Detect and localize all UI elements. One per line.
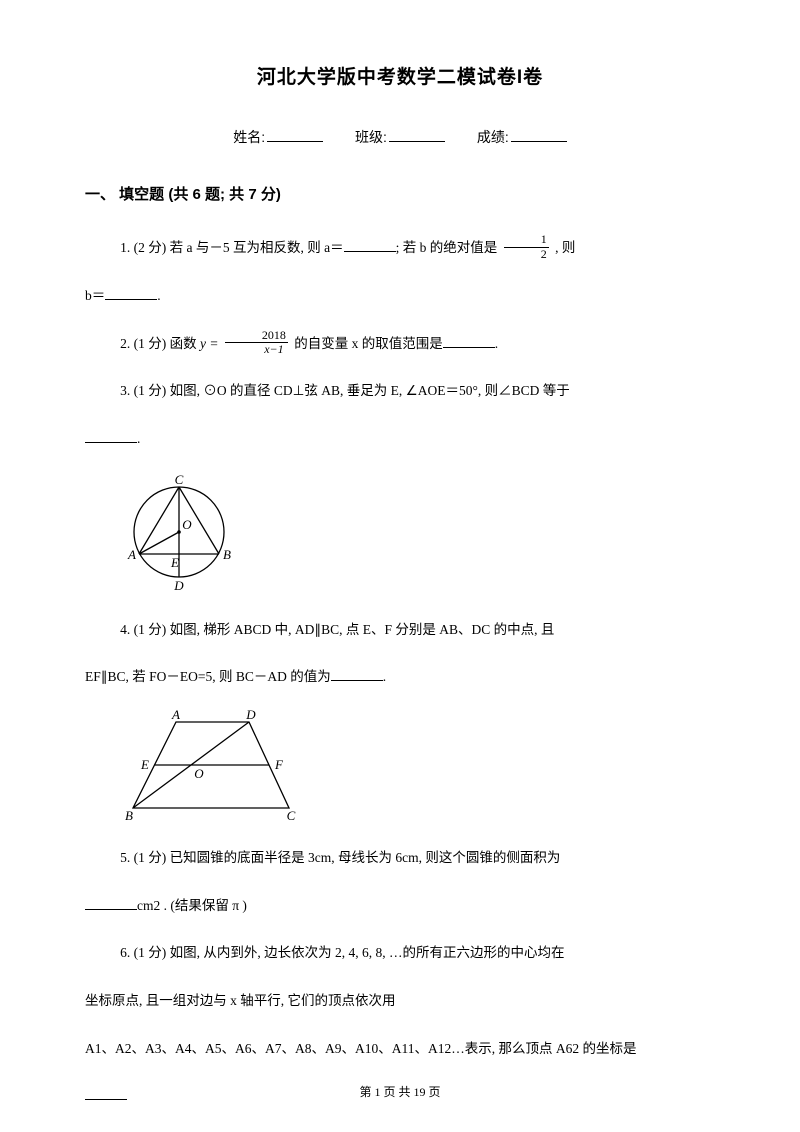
- question-5: 5. (1 分) 已知圆锥的底面半径是 3cm, 母线长为 6cm, 则这个圆锥…: [85, 843, 715, 873]
- score-label: 成绩:: [477, 129, 509, 145]
- q3-line1: 3. (1 分) 如图, ⊙O 的直径 CD⊥弦 AB, 垂足为 E, ∠AOE…: [120, 383, 570, 398]
- q1-frac-den: 2: [504, 248, 549, 261]
- q4-line1: 4. (1 分) 如图, 梯形 ABCD 中, AD∥BC, 点 E、F 分别是…: [120, 622, 554, 637]
- name-blank: [267, 128, 323, 142]
- svg-text:B: B: [125, 808, 133, 823]
- svg-text:O: O: [194, 766, 204, 781]
- class-blank: [389, 128, 445, 142]
- svg-text:F: F: [274, 757, 284, 772]
- question-6-line2: 坐标原点, 且一组对边与 x 轴平行, 它们的顶点依次用: [85, 986, 715, 1016]
- q5-line1: 5. (1 分) 已知圆锥的底面半径是 3cm, 母线长为 6cm, 则这个圆锥…: [120, 850, 560, 865]
- q4-line2-suffix: .: [383, 669, 386, 684]
- question-4-line2: EF∥BC, 若 FO－EO=5, 则 BC－AD 的值为.: [85, 662, 715, 692]
- svg-text:E: E: [140, 757, 149, 772]
- q1-frac-num: 1: [504, 233, 549, 247]
- question-6-line3: A1、A2、A3、A4、A5、A6、A7、A8、A9、A10、A11、A12…表…: [85, 1034, 715, 1064]
- svg-text:O: O: [182, 517, 192, 532]
- q2-prefix: 2. (1 分) 函数: [120, 336, 200, 351]
- question-6: 6. (1 分) 如图, 从内到外, 边长依次为 2, 4, 6, 8, …的所…: [85, 938, 715, 968]
- question-4: 4. (1 分) 如图, 梯形 ABCD 中, AD∥BC, 点 E、F 分别是…: [85, 615, 715, 645]
- question-1: 1. (2 分) 若 a 与－5 互为相反数, 则 a＝; 若 b 的绝对值是 …: [85, 233, 715, 263]
- svg-text:D: D: [173, 578, 184, 593]
- diagram-q3: C D A B E O: [121, 472, 715, 597]
- question-3-line2: .: [85, 424, 715, 454]
- svg-text:A: A: [171, 710, 180, 722]
- q2-frac-num: 2018: [225, 329, 288, 343]
- diagram-q4: A D B C E F O: [121, 710, 715, 825]
- q1-line2-prefix: b＝: [85, 288, 105, 303]
- score-blank: [511, 128, 567, 142]
- q1-blank-a: [344, 240, 396, 252]
- question-5-line2: cm2 . (结果保留 π ): [85, 891, 715, 921]
- section-1-header: 一、 填空题 (共 6 题; 共 7 分): [85, 181, 715, 210]
- q6-line1: 6. (1 分) 如图, 从内到外, 边长依次为 2, 4, 6, 8, …的所…: [120, 945, 564, 960]
- question-1-line2: b＝.: [85, 281, 715, 311]
- q3-line2-suffix: .: [137, 431, 140, 446]
- svg-text:D: D: [245, 710, 256, 722]
- q1-line2-suffix: .: [157, 288, 160, 303]
- page-title: 河北大学版中考数学二模试卷I卷: [85, 60, 715, 96]
- q1-fraction: 12: [504, 233, 549, 260]
- q2-fraction: 2018x−1: [225, 329, 288, 356]
- q2-suffix: .: [495, 336, 498, 351]
- question-2: 2. (1 分) 函数 y = 2018x−1 的自变量 x 的取值范围是.: [85, 329, 715, 359]
- svg-text:B: B: [223, 547, 231, 562]
- q3-blank: [85, 431, 137, 443]
- svg-text:C: C: [175, 472, 184, 487]
- q4-blank: [331, 669, 383, 681]
- svg-text:E: E: [170, 555, 179, 570]
- svg-text:C: C: [287, 808, 296, 823]
- q4-line2-prefix: EF∥BC, 若 FO－EO=5, 则 BC－AD 的值为: [85, 669, 331, 684]
- page-footer: 第 1 页 共 19 页: [0, 1081, 800, 1104]
- q2-y-eq: y =: [200, 336, 218, 351]
- q2-frac-den: x−1: [225, 343, 288, 356]
- q1-tail: , 则: [555, 240, 575, 255]
- q1-prefix: 1. (2 分) 若 a 与－5 互为相反数, 则 a＝: [120, 240, 343, 255]
- student-info-line: 姓名: 班级: 成绩:: [85, 124, 715, 151]
- class-label: 班级:: [355, 129, 387, 145]
- question-3: 3. (1 分) 如图, ⊙O 的直径 CD⊥弦 AB, 垂足为 E, ∠AOE…: [85, 376, 715, 406]
- svg-text:A: A: [127, 547, 136, 562]
- q1-blank-b: [105, 288, 157, 300]
- q2-blank: [443, 336, 495, 348]
- q5-blank: [85, 898, 137, 910]
- name-label: 姓名:: [233, 129, 265, 145]
- q1-mid: ; 若 b 的绝对值是: [396, 240, 498, 255]
- q2-mid: 的自变量 x 的取值范围是: [294, 336, 443, 351]
- q5-line2-suffix: cm2 . (结果保留 π ): [137, 898, 247, 913]
